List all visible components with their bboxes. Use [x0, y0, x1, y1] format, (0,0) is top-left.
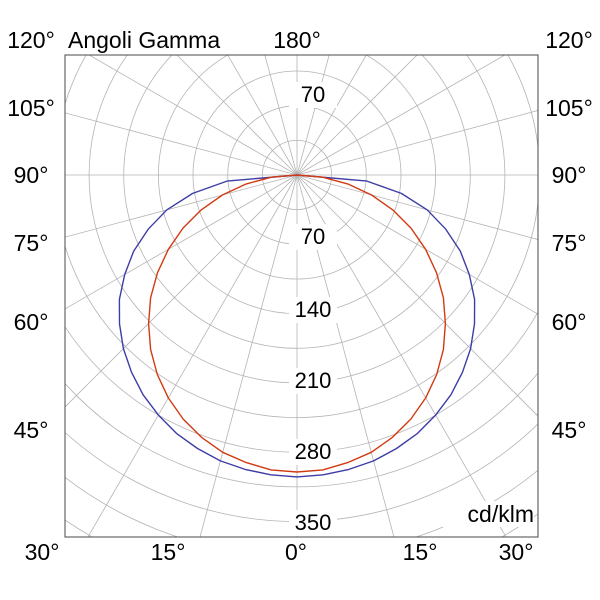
radial-label-140: 140 [289, 297, 337, 323]
angle-label-left-90: 90° [13, 162, 49, 188]
radial-label-70-top: 70 [289, 82, 337, 108]
radial-label-350: 350 [289, 510, 337, 536]
intensity-red-curve [147, 174, 447, 473]
angle-label-right-105: 105° [545, 95, 593, 121]
chart-title: Angoli Gamma [68, 27, 221, 53]
angle-label-right-75: 75° [551, 230, 587, 256]
angle-label-top-center: 180° [273, 27, 321, 53]
angle-label-bottom-0: 0° [285, 539, 307, 565]
angle-label-top-right: 120° [545, 27, 593, 53]
angle-label-bottom-right-30: 30° [498, 539, 534, 565]
angle-label-right-60: 60° [551, 309, 587, 335]
radial-label-280: 280 [289, 439, 337, 465]
intensity-blue-curve [118, 174, 476, 478]
chart-frame [64, 54, 539, 538]
radial-label-210: 210 [289, 368, 337, 394]
radial-label-70: 70 [289, 224, 337, 250]
angle-label-left-60: 60° [13, 309, 49, 335]
angle-label-bottom-left-30: 30° [24, 539, 60, 565]
angle-label-right-45: 45° [551, 417, 587, 443]
angle-label-left-75: 75° [13, 230, 49, 256]
angle-label-bottom-right-15: 15° [402, 539, 438, 565]
angle-label-top-left: 120° [7, 27, 55, 53]
angle-label-right-90: 90° [551, 162, 587, 188]
unit-label: cd/klm [430, 501, 534, 527]
angle-label-left-105: 105° [7, 95, 55, 121]
angle-label-bottom-left-15: 15° [150, 539, 186, 565]
angle-label-left-45: 45° [13, 417, 49, 443]
